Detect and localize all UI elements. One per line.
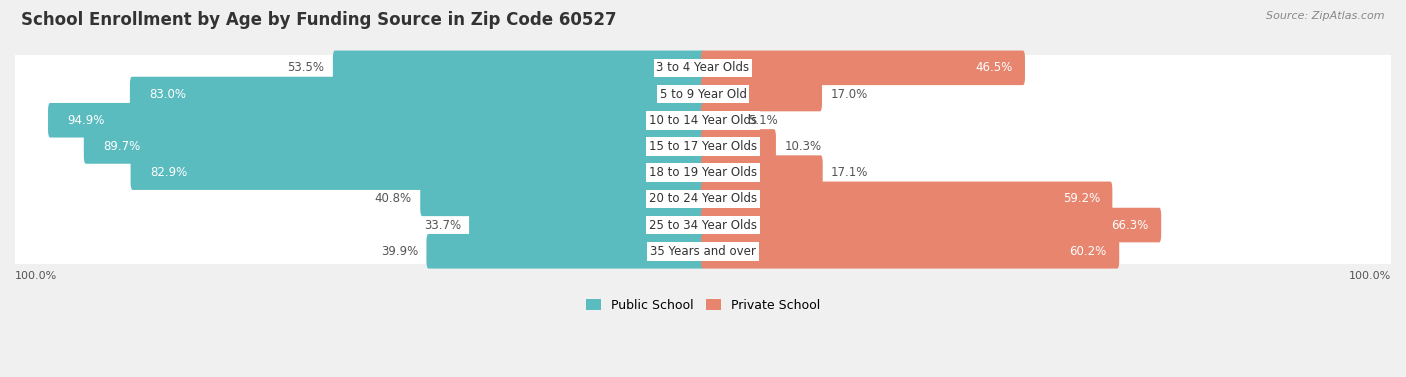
FancyBboxPatch shape — [470, 208, 704, 242]
Text: 18 to 19 Year Olds: 18 to 19 Year Olds — [650, 166, 756, 179]
Text: 33.7%: 33.7% — [423, 219, 461, 231]
Text: 82.9%: 82.9% — [150, 166, 187, 179]
Text: 83.0%: 83.0% — [149, 87, 186, 101]
FancyBboxPatch shape — [13, 179, 1393, 218]
FancyBboxPatch shape — [702, 129, 776, 164]
Text: 100.0%: 100.0% — [1348, 271, 1391, 281]
FancyBboxPatch shape — [48, 103, 704, 138]
FancyBboxPatch shape — [702, 103, 740, 138]
FancyBboxPatch shape — [702, 234, 1119, 268]
Text: 17.1%: 17.1% — [831, 166, 869, 179]
Text: 53.5%: 53.5% — [288, 61, 325, 74]
Text: 89.7%: 89.7% — [103, 140, 141, 153]
Text: 94.9%: 94.9% — [67, 114, 104, 127]
FancyBboxPatch shape — [702, 155, 823, 190]
FancyBboxPatch shape — [84, 129, 704, 164]
Text: 60.2%: 60.2% — [1070, 245, 1107, 258]
FancyBboxPatch shape — [13, 206, 1393, 244]
FancyBboxPatch shape — [13, 232, 1393, 271]
Text: 10.3%: 10.3% — [785, 140, 821, 153]
FancyBboxPatch shape — [131, 155, 704, 190]
Legend: Public School, Private School: Public School, Private School — [581, 294, 825, 317]
FancyBboxPatch shape — [13, 153, 1393, 192]
Text: Source: ZipAtlas.com: Source: ZipAtlas.com — [1267, 11, 1385, 21]
Text: 15 to 17 Year Olds: 15 to 17 Year Olds — [650, 140, 756, 153]
FancyBboxPatch shape — [420, 182, 704, 216]
FancyBboxPatch shape — [13, 75, 1393, 113]
FancyBboxPatch shape — [13, 127, 1393, 166]
FancyBboxPatch shape — [426, 234, 704, 268]
FancyBboxPatch shape — [702, 77, 823, 111]
Text: 5.1%: 5.1% — [748, 114, 778, 127]
FancyBboxPatch shape — [702, 208, 1161, 242]
Text: 10 to 14 Year Olds: 10 to 14 Year Olds — [650, 114, 756, 127]
FancyBboxPatch shape — [702, 51, 1025, 85]
FancyBboxPatch shape — [702, 182, 1112, 216]
Text: 40.8%: 40.8% — [375, 192, 412, 205]
Text: 39.9%: 39.9% — [381, 245, 418, 258]
Text: School Enrollment by Age by Funding Source in Zip Code 60527: School Enrollment by Age by Funding Sour… — [21, 11, 617, 29]
Text: 46.5%: 46.5% — [976, 61, 1012, 74]
Text: 17.0%: 17.0% — [831, 87, 868, 101]
FancyBboxPatch shape — [13, 101, 1393, 139]
FancyBboxPatch shape — [13, 49, 1393, 87]
Text: 59.2%: 59.2% — [1063, 192, 1099, 205]
FancyBboxPatch shape — [333, 51, 704, 85]
Text: 100.0%: 100.0% — [15, 271, 58, 281]
Text: 3 to 4 Year Olds: 3 to 4 Year Olds — [657, 61, 749, 74]
Text: 66.3%: 66.3% — [1112, 219, 1149, 231]
FancyBboxPatch shape — [129, 77, 704, 111]
Text: 25 to 34 Year Olds: 25 to 34 Year Olds — [650, 219, 756, 231]
Text: 5 to 9 Year Old: 5 to 9 Year Old — [659, 87, 747, 101]
Text: 35 Years and over: 35 Years and over — [650, 245, 756, 258]
Text: 20 to 24 Year Olds: 20 to 24 Year Olds — [650, 192, 756, 205]
